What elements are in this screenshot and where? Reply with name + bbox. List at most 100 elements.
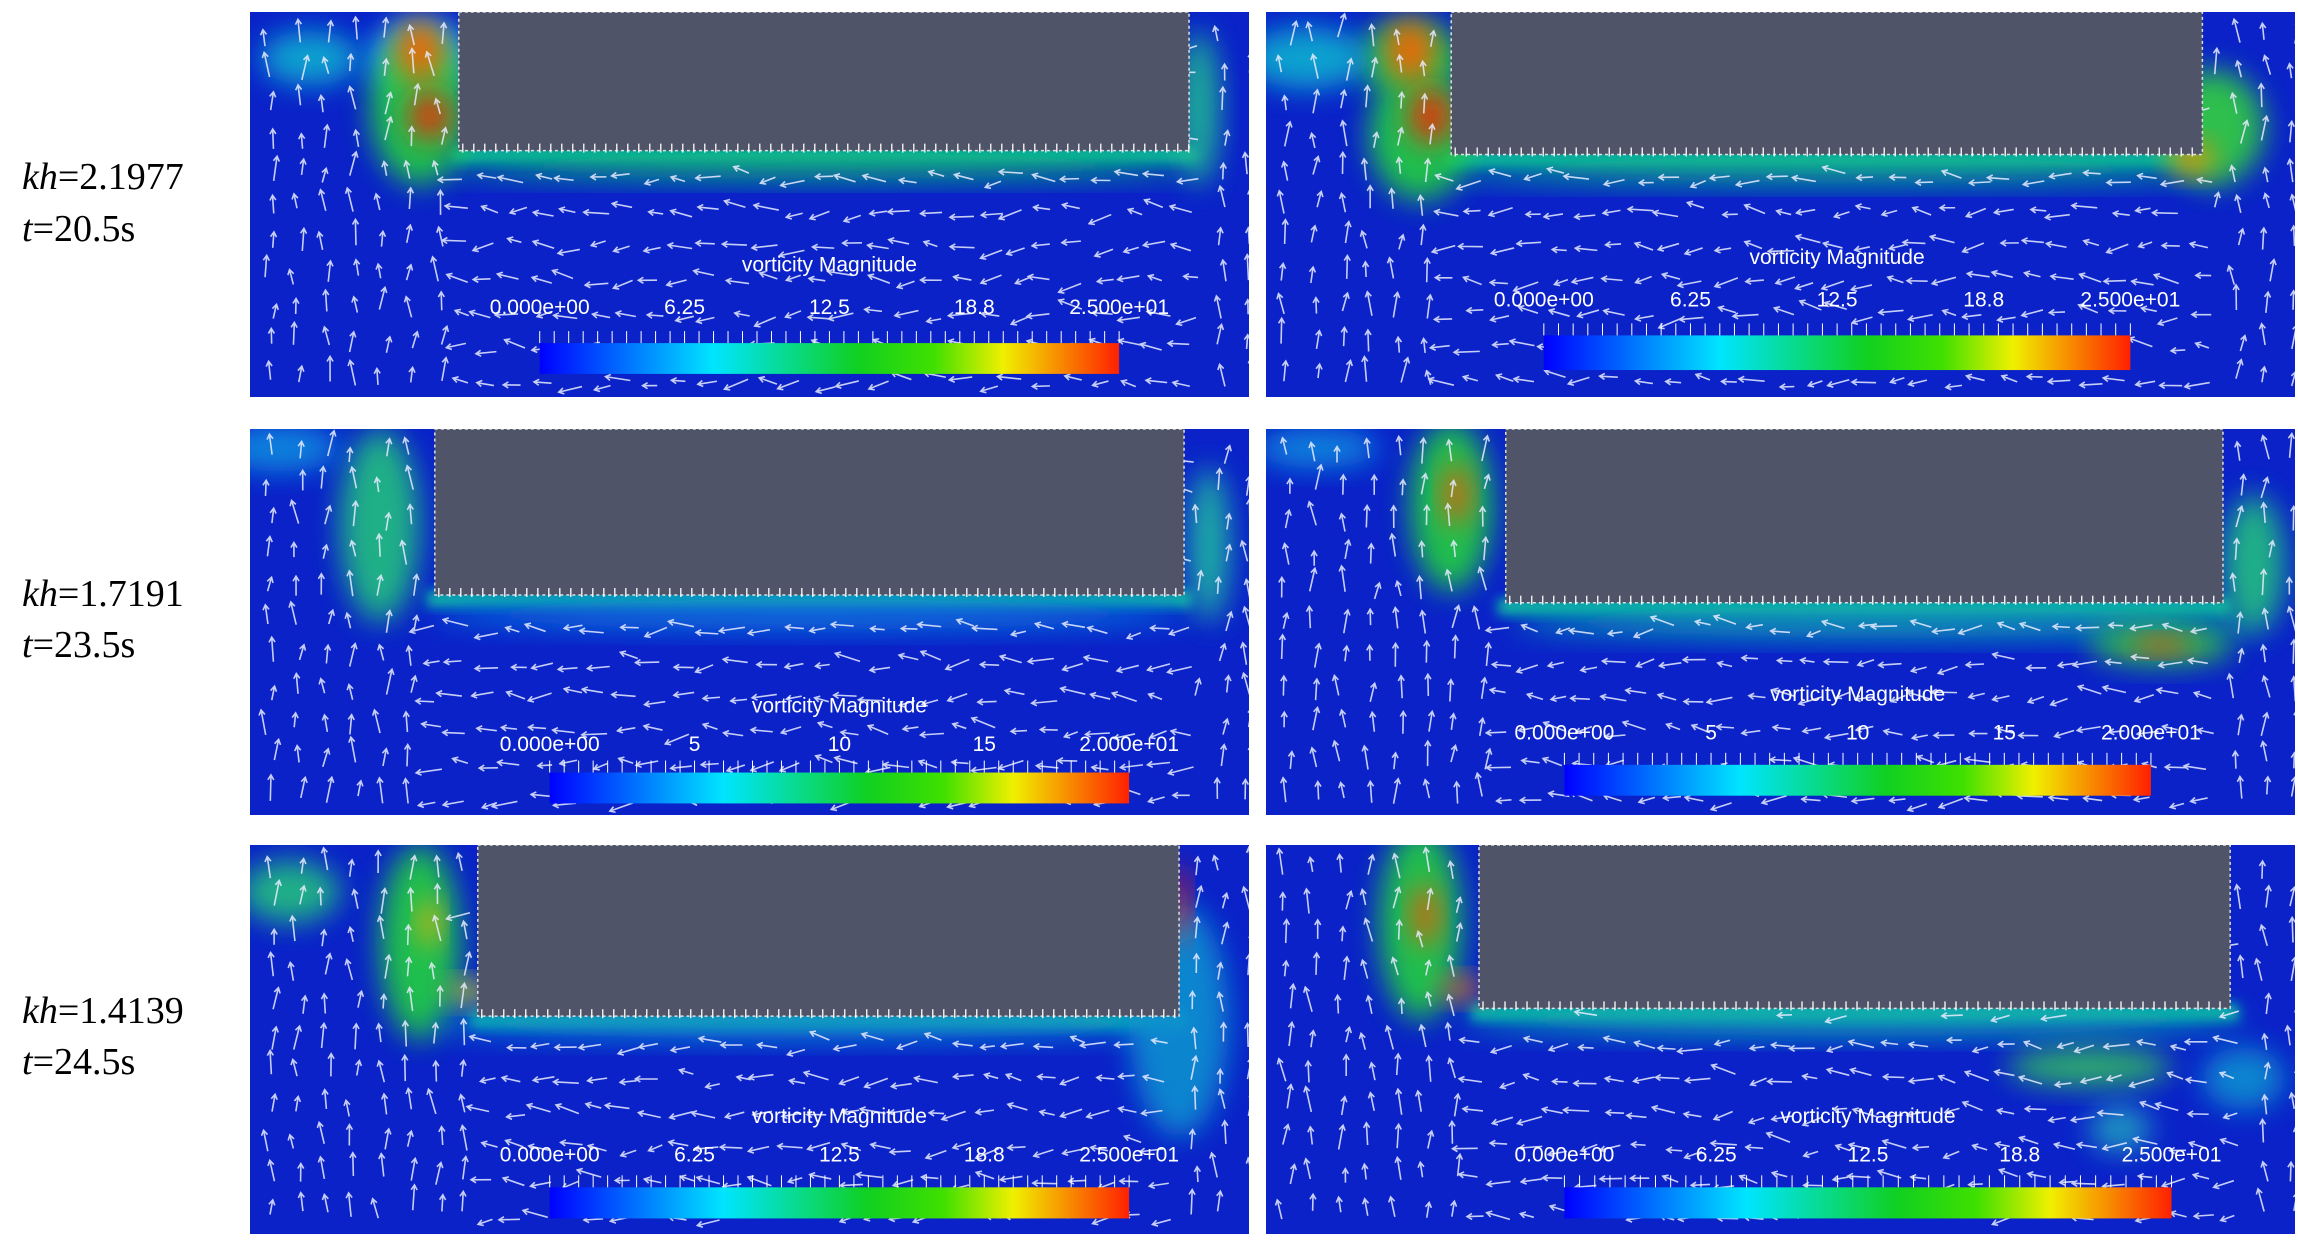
arrow xyxy=(1038,1109,1055,1117)
structure-block xyxy=(1505,429,2224,604)
colorbar-minor-ticks xyxy=(1563,752,2152,765)
arrow xyxy=(979,310,1000,318)
arrow xyxy=(1993,1068,2015,1077)
arrow xyxy=(814,172,834,181)
arrow xyxy=(1397,90,1406,109)
arrow xyxy=(1480,676,1488,699)
arrow xyxy=(1656,1044,1676,1052)
arrow xyxy=(1391,751,1399,770)
arrow xyxy=(324,952,333,975)
arrow xyxy=(1190,1026,1198,1050)
arrow xyxy=(1193,1165,1202,1183)
arrow xyxy=(1766,247,1795,255)
arrow xyxy=(679,1174,695,1182)
arrow xyxy=(319,465,327,489)
arrow xyxy=(348,735,357,763)
arrow xyxy=(1847,1141,1870,1150)
arrow xyxy=(1824,1015,1847,1024)
arrow xyxy=(385,437,393,457)
arrow xyxy=(424,50,435,77)
arrow xyxy=(997,168,1024,176)
arrow xyxy=(2104,658,2122,666)
arrow xyxy=(2168,802,2185,810)
arrow xyxy=(610,171,630,180)
arrow xyxy=(1552,278,1569,287)
arrow xyxy=(1713,1039,1731,1047)
arrow xyxy=(1274,1198,1283,1220)
arrow xyxy=(948,213,975,221)
arrow xyxy=(375,262,383,279)
arrow xyxy=(1188,1128,1196,1150)
arrow xyxy=(1217,184,1226,208)
arrow xyxy=(403,295,413,318)
arrow xyxy=(1370,473,1378,495)
arrow xyxy=(2044,240,2067,249)
arrow xyxy=(1455,896,1463,913)
arrow xyxy=(1508,338,1535,347)
arrow xyxy=(385,609,393,633)
arrow xyxy=(667,1139,689,1147)
arrow xyxy=(1709,1139,1737,1148)
arrow xyxy=(301,54,311,81)
arrow xyxy=(413,82,421,106)
arrow xyxy=(1334,993,1342,1014)
arrow xyxy=(1995,726,2014,734)
arrow xyxy=(408,47,416,74)
arrow xyxy=(348,330,357,353)
arrow xyxy=(2235,358,2244,379)
arrow xyxy=(1063,373,1082,381)
arrow xyxy=(1854,725,1874,733)
arrow xyxy=(1822,658,1849,666)
arrow xyxy=(557,385,583,395)
arrow xyxy=(1740,654,1759,662)
arrow xyxy=(1515,664,1539,674)
arrow xyxy=(2053,1080,2072,1089)
arrow xyxy=(503,338,526,349)
arrow xyxy=(1368,23,1376,47)
arrow xyxy=(1850,378,1877,386)
arrow xyxy=(1241,777,1249,800)
arrow xyxy=(2234,440,2242,461)
arrow xyxy=(1395,918,1403,940)
arrow xyxy=(1141,1074,1165,1083)
arrow xyxy=(1372,130,1380,148)
arrow xyxy=(453,308,470,317)
arrow xyxy=(582,208,610,217)
arrow xyxy=(1145,760,1171,769)
arrow xyxy=(1147,796,1165,804)
arrow xyxy=(531,1075,555,1084)
arrow xyxy=(1369,681,1378,703)
arrow xyxy=(1889,694,1906,704)
arrow xyxy=(1117,1072,1135,1080)
arrow xyxy=(1217,362,1226,387)
arrow xyxy=(2077,303,2099,314)
arrow xyxy=(2188,241,2209,249)
arrow xyxy=(1245,845,1249,855)
arrow xyxy=(1525,692,1544,701)
arrow xyxy=(1484,747,1493,770)
arrow xyxy=(377,643,385,661)
arrow xyxy=(2082,238,2100,247)
colorbar-tick-label: 2.500e+01 xyxy=(2122,1144,2222,1167)
arrow xyxy=(603,373,631,382)
arrow xyxy=(1247,360,1249,364)
structure-block xyxy=(458,12,1190,152)
arrow xyxy=(1340,325,1348,347)
arrow xyxy=(1150,1037,1168,1045)
arrow xyxy=(535,172,553,180)
arrow xyxy=(2235,504,2245,528)
arrow xyxy=(866,242,889,250)
arrow xyxy=(723,1111,745,1120)
arrow xyxy=(1306,500,1317,526)
arrow xyxy=(1877,661,1902,669)
arrow xyxy=(1574,725,1593,735)
arrow xyxy=(955,617,975,627)
arrow xyxy=(2260,1160,2269,1182)
arrow xyxy=(946,311,974,319)
arrow xyxy=(2291,325,2295,350)
arrow xyxy=(373,192,381,211)
colorbar-tick-label: 18.8 xyxy=(964,1144,1005,1167)
arrow xyxy=(1342,955,1351,980)
colorbar-tick-label: 10 xyxy=(1846,721,1869,744)
arrow xyxy=(2047,308,2066,317)
